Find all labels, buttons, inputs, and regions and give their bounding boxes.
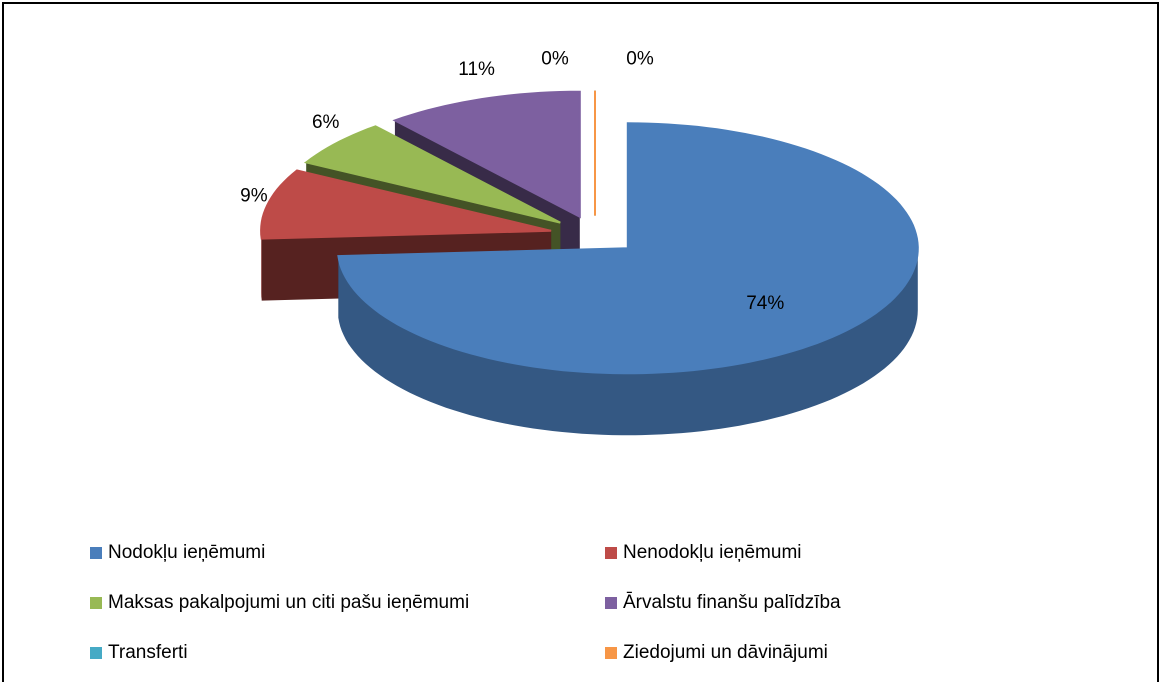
slice [337, 122, 919, 375]
slice [303, 125, 561, 224]
legend-label: Nenodokļu ieņēmumi [623, 542, 802, 563]
data-label: 6% [312, 112, 340, 133]
legend-swatch [605, 547, 617, 559]
legend-label: Ārvalstu finanšu palīdzība [623, 592, 841, 613]
data-label: 0% [626, 48, 654, 69]
data-label: 74% [746, 293, 784, 314]
slice [392, 90, 581, 219]
legend-label: Transferti [108, 642, 188, 663]
legend-label: Ziedojumi un dāvinājumi [623, 642, 828, 663]
legend: Nodokļu ieņēmumi Nenodokļu ieņēmumi Maksas… [90, 542, 841, 663]
legend-swatch [605, 647, 617, 659]
data-label: 9% [240, 186, 268, 207]
slice-wall [261, 230, 262, 301]
legend-swatch [90, 547, 102, 559]
pie: 74% 9% 6% 11% 0% 0% [240, 48, 919, 436]
data-label: 0% [541, 48, 569, 69]
slice [260, 169, 552, 240]
legend-swatch [90, 597, 102, 609]
legend-swatch [605, 597, 617, 609]
legend-swatch [90, 647, 102, 659]
legend-label: Nodokļu ieņēmumi [108, 542, 265, 563]
slice-wall [338, 248, 918, 436]
data-label: 11% [458, 59, 495, 80]
legend-label: Maksas pakalpojumi un citi pašu ieņēmumi [108, 592, 469, 613]
